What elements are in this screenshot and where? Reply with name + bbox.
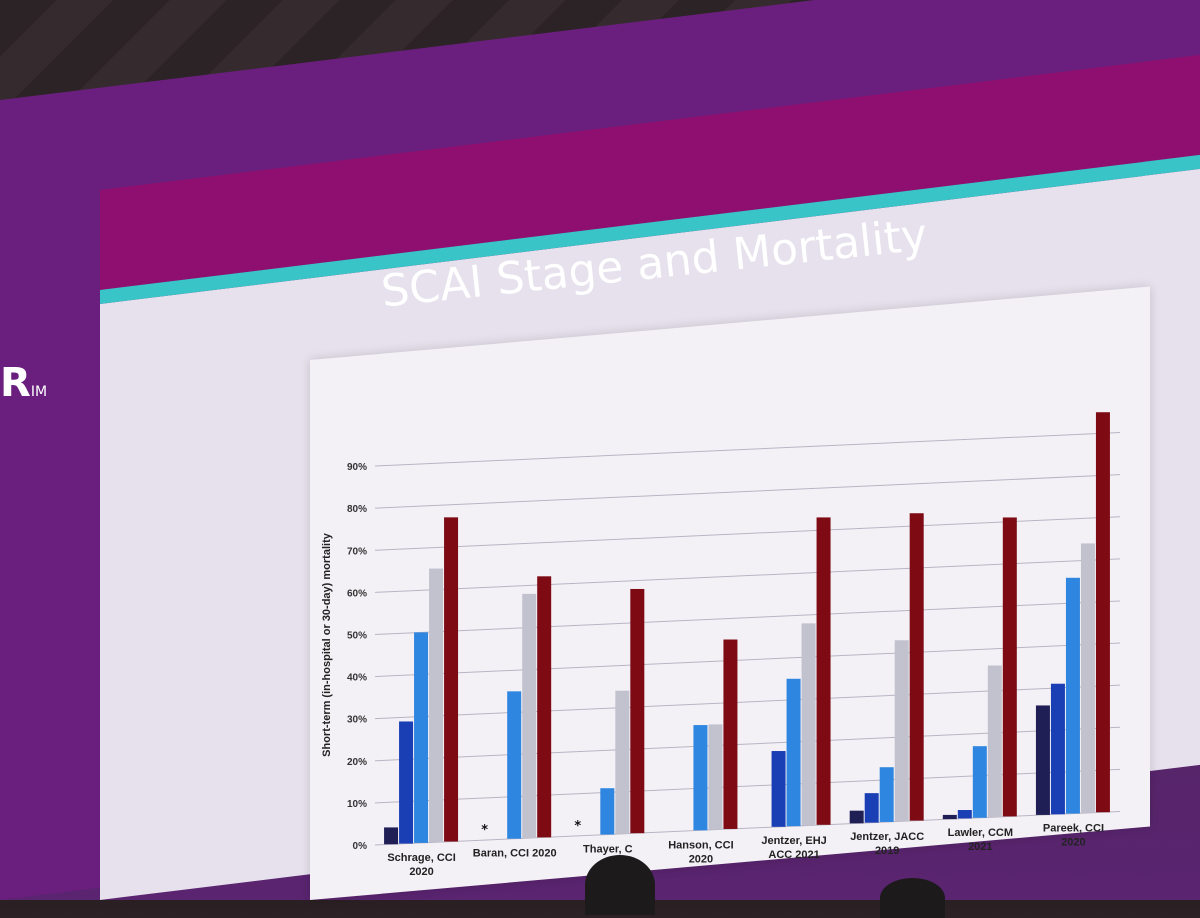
bar bbox=[600, 788, 615, 835]
bar bbox=[942, 814, 957, 820]
bar bbox=[537, 576, 552, 838]
bar bbox=[723, 639, 738, 829]
gridline bbox=[374, 474, 1121, 509]
x-category-label: Pareek, CCI bbox=[1043, 823, 1104, 835]
x-category-label: 2020 bbox=[1061, 837, 1085, 849]
bar bbox=[786, 678, 801, 827]
bar bbox=[615, 690, 630, 834]
bar bbox=[708, 724, 723, 830]
bar bbox=[972, 746, 987, 818]
bar bbox=[894, 640, 909, 822]
gridline bbox=[374, 558, 1121, 593]
audience-head-left bbox=[585, 855, 655, 915]
x-category-label: 2019 bbox=[875, 845, 899, 857]
y-axis-label: Short-term (in-hospital or 30-day) morta… bbox=[321, 532, 333, 757]
y-tick-label: 40% bbox=[347, 673, 367, 684]
x-category-label: Baran, CCI 2020 bbox=[473, 848, 557, 860]
gridline bbox=[374, 642, 1121, 678]
bar bbox=[864, 793, 879, 823]
x-category-label: 2020 bbox=[409, 866, 433, 878]
bar bbox=[771, 751, 786, 827]
bar bbox=[957, 810, 972, 819]
x-category-label: Thayer, C bbox=[583, 844, 633, 856]
bar bbox=[429, 568, 444, 843]
y-tick-label: 20% bbox=[347, 757, 367, 768]
bar bbox=[801, 623, 816, 826]
footnote-star: * bbox=[574, 819, 581, 834]
bar bbox=[879, 767, 894, 822]
y-tick-label: 10% bbox=[347, 799, 367, 810]
logo-letter: R bbox=[0, 360, 31, 406]
bar bbox=[693, 725, 708, 831]
bar bbox=[1002, 517, 1017, 817]
x-category-label: 2020 bbox=[689, 853, 713, 865]
y-tick-label: 80% bbox=[347, 504, 367, 515]
x-category-label: 2021 bbox=[968, 841, 992, 853]
bar bbox=[384, 827, 399, 845]
bar bbox=[444, 517, 459, 842]
bar bbox=[1035, 705, 1050, 815]
footnote-star: * bbox=[481, 823, 488, 838]
x-category-label: ACC 2021 bbox=[768, 849, 819, 861]
bar bbox=[399, 721, 414, 844]
x-category-label: Lawler, CCM bbox=[948, 827, 1013, 839]
x-category-label: Schrage, CCI bbox=[387, 852, 455, 864]
gridline bbox=[374, 516, 1121, 551]
y-tick-label: 50% bbox=[347, 630, 367, 641]
y-tick-label: 30% bbox=[347, 715, 367, 726]
gridline bbox=[374, 432, 1121, 467]
y-tick-label: 70% bbox=[347, 546, 367, 557]
logo-sub: IM bbox=[30, 384, 48, 400]
bar bbox=[909, 513, 924, 821]
x-category-label: Hanson, CCI bbox=[668, 839, 733, 851]
audience-head-right bbox=[880, 878, 945, 918]
bar bbox=[630, 588, 645, 834]
bar bbox=[1050, 683, 1065, 815]
y-tick-label: 0% bbox=[353, 841, 368, 852]
mortality-bar-chart: 0% 10% 20% 30% 40% 50% 60% 70% 80% 90% Short-term … bbox=[321, 412, 1121, 878]
bar bbox=[816, 517, 831, 825]
bar bbox=[414, 632, 429, 843]
y-tick-label: 90% bbox=[347, 462, 367, 473]
x-category-label: Jentzer, JACC bbox=[850, 831, 924, 843]
y-tick-label: 60% bbox=[347, 588, 367, 599]
bar bbox=[1065, 577, 1080, 814]
x-category-label: Jentzer, EHJ bbox=[761, 835, 826, 847]
conference-logo: RIM bbox=[0, 360, 47, 406]
bar bbox=[1095, 412, 1110, 813]
gridline bbox=[374, 600, 1121, 635]
bar bbox=[987, 665, 1002, 818]
bar bbox=[849, 810, 864, 824]
bar bbox=[1080, 543, 1095, 813]
bar bbox=[507, 691, 522, 839]
bar bbox=[522, 593, 537, 839]
